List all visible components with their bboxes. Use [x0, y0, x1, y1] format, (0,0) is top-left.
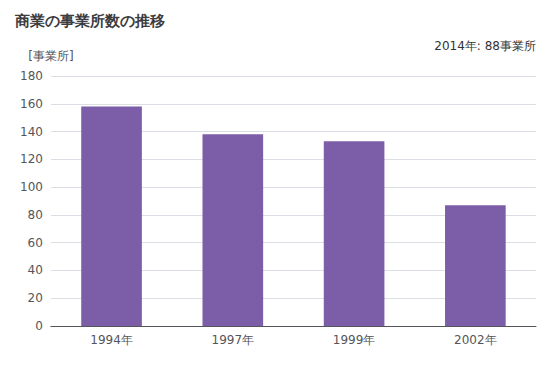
svg-text:140: 140 — [20, 125, 43, 139]
svg-text:160: 160 — [20, 97, 43, 111]
svg-text:100: 100 — [20, 180, 43, 194]
svg-text:1997年: 1997年 — [212, 333, 255, 347]
svg-text:1999年: 1999年 — [333, 333, 376, 347]
svg-text:40: 40 — [28, 263, 43, 277]
svg-text:80: 80 — [28, 208, 43, 222]
svg-text:2014年: 88事業所: 2014年: 88事業所 — [434, 39, 536, 53]
svg-text:120: 120 — [20, 152, 43, 166]
svg-text:20: 20 — [28, 291, 43, 305]
svg-text:2002年: 2002年 — [454, 333, 497, 347]
svg-text:60: 60 — [28, 236, 43, 250]
svg-text:0: 0 — [35, 319, 43, 333]
svg-text:180: 180 — [20, 69, 43, 83]
svg-text:商業の事業所数の推移: 商業の事業所数の推移 — [14, 12, 165, 30]
svg-text:1994年: 1994年 — [90, 333, 133, 347]
svg-text:[事業所]: [事業所] — [28, 49, 73, 63]
